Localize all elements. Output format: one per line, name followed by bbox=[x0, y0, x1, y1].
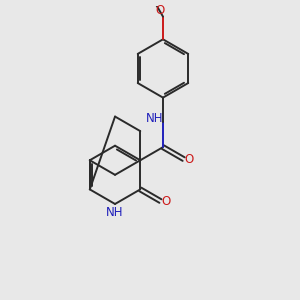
Text: NH: NH bbox=[146, 112, 164, 124]
Text: O: O bbox=[184, 153, 194, 166]
Text: O: O bbox=[155, 4, 165, 17]
Text: O: O bbox=[161, 195, 170, 208]
Text: NH: NH bbox=[106, 206, 124, 219]
